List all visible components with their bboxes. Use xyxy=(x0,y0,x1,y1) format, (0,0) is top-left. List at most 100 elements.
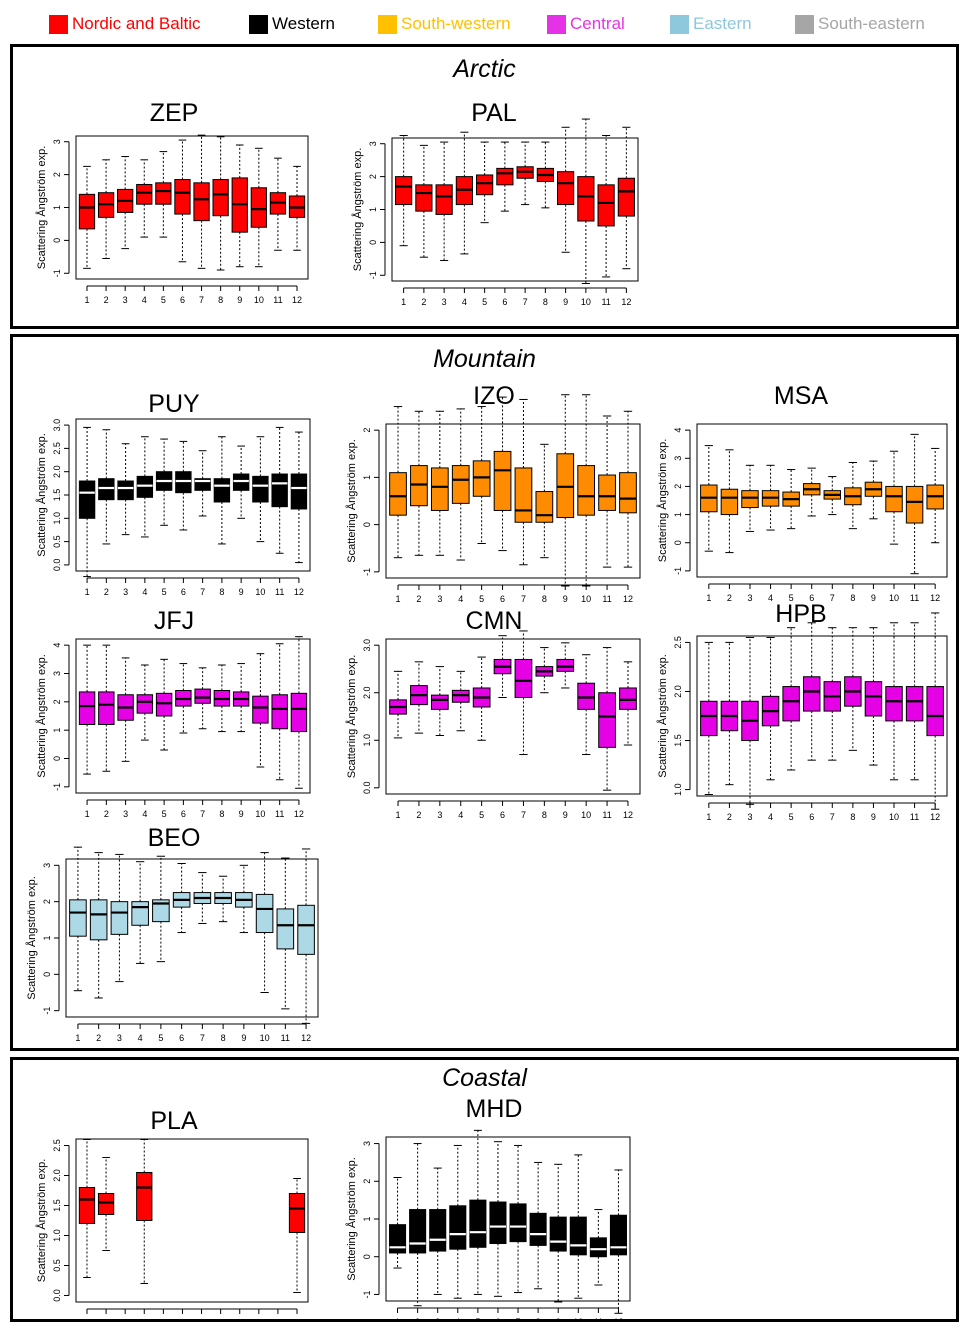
box-month-2 xyxy=(410,410,428,556)
y-tick-label: 2 xyxy=(52,699,62,704)
x-tick-label: 7 xyxy=(199,295,204,305)
x-tick-label: 12 xyxy=(294,587,304,597)
box-month-9 xyxy=(231,144,248,268)
x-tick-label: 5 xyxy=(161,1318,166,1322)
y-tick-label: 4 xyxy=(673,428,683,433)
legend-label: Nordic and Baltic xyxy=(72,14,201,33)
box-iqr xyxy=(212,179,229,217)
box-month-11 xyxy=(269,157,287,251)
x-tick-label: 12 xyxy=(301,1033,311,1043)
panel-title: MSA xyxy=(773,382,829,410)
x-tick-label: 7 xyxy=(523,297,528,307)
box-month-4 xyxy=(136,1139,153,1284)
box-iqr xyxy=(232,473,250,491)
plot-frame xyxy=(75,638,311,794)
box-month-3 xyxy=(430,666,449,737)
x-tick-label: 1 xyxy=(396,594,401,604)
box-iqr xyxy=(410,465,428,507)
box-month-9 xyxy=(549,1163,567,1303)
x-tick-label: 3 xyxy=(437,594,442,604)
y-axis-label: Scattering Ångström exp. xyxy=(656,439,669,563)
box-iqr xyxy=(449,1205,467,1250)
x-tick-label: 10 xyxy=(581,810,591,820)
panel-beo: BEO -1 0 1 2 3 Scattering Ångström exp. 1 2 3 4 5 6… xyxy=(14,822,334,1047)
x-tick-label: 3 xyxy=(123,1318,128,1322)
box-iqr xyxy=(451,689,470,703)
panel-title: PLA xyxy=(150,1107,198,1135)
box-month-9 xyxy=(864,627,883,766)
y-tick-label: 1 xyxy=(362,475,372,480)
box-iqr xyxy=(741,490,759,509)
x-tick-label: 9 xyxy=(563,297,568,307)
x-tick-label: 12 xyxy=(930,593,940,603)
x-tick-label: 1 xyxy=(706,593,711,603)
box-month-8 xyxy=(844,627,862,751)
box-month-7 xyxy=(823,476,842,516)
box-month-9 xyxy=(232,445,250,519)
box-month-3 xyxy=(741,636,759,805)
x-tick-label: 8 xyxy=(219,809,224,819)
box-month-2 xyxy=(415,144,433,258)
box-month-5 xyxy=(469,1129,487,1295)
box-month-7 xyxy=(514,630,533,756)
box-month-12 xyxy=(288,165,306,251)
panel-mhd: MHD -1 0 1 2 3 Scattering Ångström exp. 1 2 3 4 5 6… xyxy=(334,1095,654,1322)
box-month-10 xyxy=(252,436,269,543)
y-tick-label: 3.0 xyxy=(52,419,62,432)
box-month-5 xyxy=(155,151,172,238)
box-month-5 xyxy=(782,627,800,771)
box-iqr xyxy=(136,694,154,714)
x-tick-label: 11 xyxy=(910,812,919,822)
x-tick-label: 10 xyxy=(255,809,265,819)
box-month-2 xyxy=(720,641,739,786)
x-tick-label: 10 xyxy=(260,1033,270,1043)
x-tick-label: 8 xyxy=(219,587,224,597)
box-iqr xyxy=(619,472,637,514)
x-tick-label: 10 xyxy=(254,1318,264,1322)
x-tick-label: 4 xyxy=(768,812,773,822)
panel-title: ZEP xyxy=(149,99,199,127)
section-title: Coastal xyxy=(442,1064,527,1092)
x-tick-label: 10 xyxy=(581,594,591,604)
plot-frame xyxy=(75,135,309,280)
box-month-10 xyxy=(577,394,596,587)
box-month-1 xyxy=(389,406,407,559)
box-month-8 xyxy=(535,647,554,694)
y-tick-label: 3 xyxy=(52,671,62,676)
box-iqr xyxy=(255,893,274,934)
legend: Nordic and Baltic Western South-western … xyxy=(0,0,959,48)
section-title: Arctic xyxy=(453,55,516,83)
y-tick-label: 2.5 xyxy=(673,636,683,649)
box-iqr xyxy=(493,450,512,511)
y-axis-label: Scattering Ångström exp. xyxy=(656,654,669,778)
box-month-8 xyxy=(214,875,232,923)
box-month-3 xyxy=(430,410,449,556)
y-axis-label: Scattering Ångström exp. xyxy=(35,654,48,778)
x-tick-label: 1 xyxy=(84,295,89,305)
box-month-11 xyxy=(597,134,615,278)
y-tick-label: 0 xyxy=(362,1254,372,1259)
box-iqr xyxy=(451,465,470,504)
y-tick-label: 2.0 xyxy=(52,465,62,478)
box-month-1 xyxy=(389,1177,407,1269)
box-month-2 xyxy=(89,852,108,999)
plot-frame xyxy=(385,638,641,795)
box-month-7 xyxy=(194,450,211,517)
box-month-10 xyxy=(250,147,267,268)
box-month-10 xyxy=(255,852,274,994)
box-iqr xyxy=(489,1201,507,1245)
y-axis-label: Scattering Ångström exp. xyxy=(35,146,48,270)
box-month-5 xyxy=(152,855,170,963)
box-month-3 xyxy=(117,156,134,250)
y-tick-label: -1 xyxy=(42,1007,52,1015)
box-iqr xyxy=(556,658,575,672)
box-iqr xyxy=(549,1216,567,1252)
box-iqr xyxy=(297,904,315,955)
x-tick-label: 3 xyxy=(123,809,128,819)
y-tick-label: 4 xyxy=(52,643,62,648)
box-month-8 xyxy=(213,436,231,545)
box-month-9 xyxy=(235,864,253,934)
x-tick-label: 11 xyxy=(602,810,611,820)
x-tick-label: 1 xyxy=(706,812,711,822)
box-month-6 xyxy=(172,863,191,934)
